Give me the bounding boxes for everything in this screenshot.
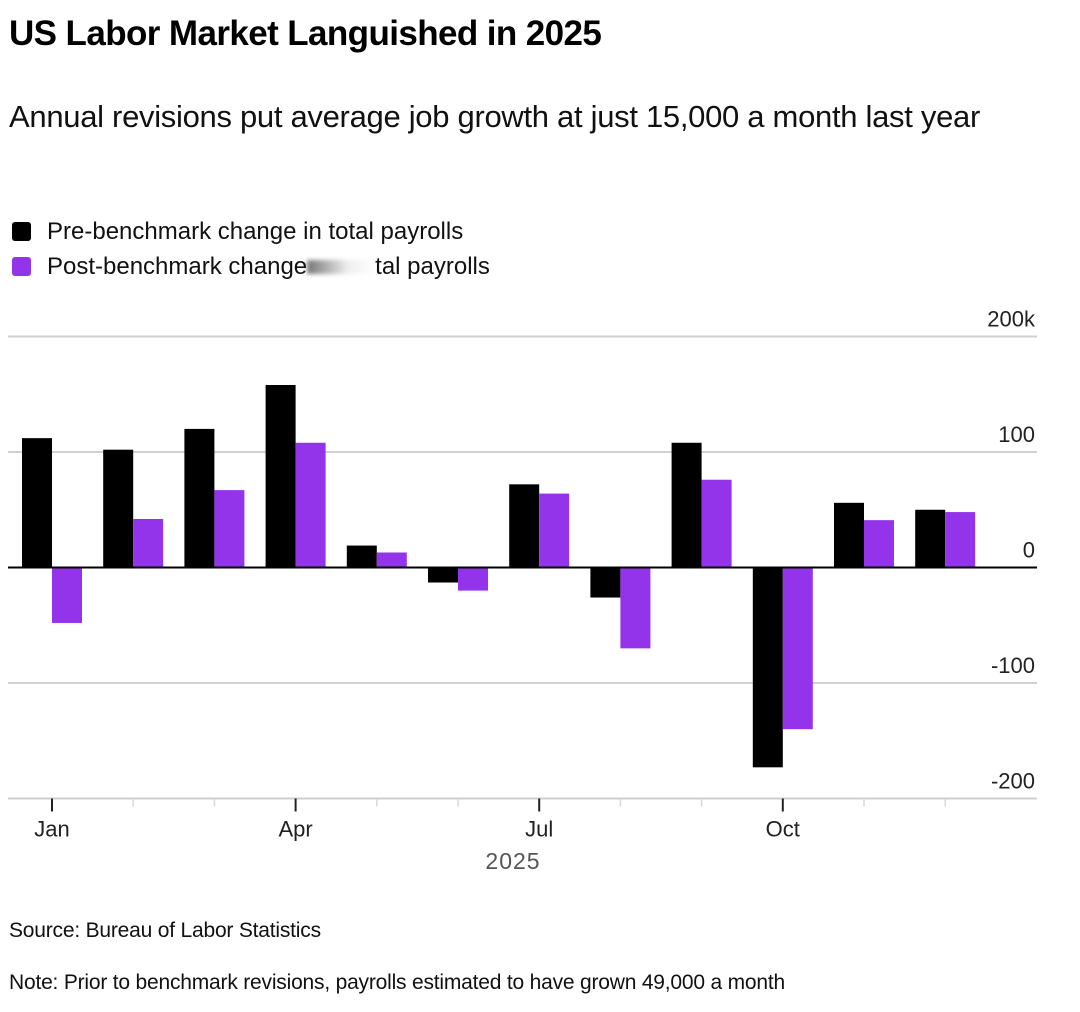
source-note: Source: Bureau of Labor Statistics xyxy=(9,919,321,942)
chart-subtitle: Annual revisions put average job growth … xyxy=(9,99,980,134)
bar-pre-sep xyxy=(671,442,702,568)
legend-item-post-benchmark: Post-benchmark change tal payrolls xyxy=(12,249,490,284)
y-tick-label: 200k xyxy=(987,307,1036,332)
chart-title: US Labor Market Languished in 2025 xyxy=(9,14,602,53)
bar-post-dec xyxy=(945,512,976,568)
legend-item-pre-benchmark: Pre-benchmark change in total payrolls xyxy=(12,214,490,249)
bar-pre-apr xyxy=(265,385,296,568)
bar-post-sep xyxy=(701,479,732,568)
bar-post-apr xyxy=(295,442,326,568)
footnote: Note: Prior to benchmark revisions, payr… xyxy=(9,971,785,994)
y-tick-labels: 200k 100 0 -100 -200 xyxy=(987,307,1036,794)
x-tick-label: Jan xyxy=(34,817,69,842)
bar-post-jan xyxy=(52,567,82,623)
x-tick-label: Apr xyxy=(278,817,312,842)
x-axis: Jan Apr Jul Oct xyxy=(8,797,1037,842)
legend-swatch-pre-benchmark xyxy=(12,222,31,241)
y-tick-label: -200 xyxy=(991,769,1035,794)
bar-pre-aug xyxy=(590,567,621,598)
bar-post-jun xyxy=(458,567,488,591)
bar-pre-feb xyxy=(103,449,134,568)
bar-post-feb xyxy=(133,518,164,568)
y-tick-label: -100 xyxy=(991,653,1035,678)
x-tick-label: Oct xyxy=(766,817,800,842)
legend-label-post-benchmark-end: tal payrolls xyxy=(375,252,490,280)
bar-chart: 200k 100 0 -100 -200 Jan Apr Jul Oct 2025 xyxy=(8,307,1037,874)
bar-pre-jan xyxy=(22,438,52,568)
bar-post-nov xyxy=(864,520,894,568)
bar-post-mar xyxy=(214,490,245,568)
x-axis-label: 2025 xyxy=(485,848,540,874)
legend-blur-mask xyxy=(307,259,376,274)
bar-pre-nov xyxy=(834,502,864,568)
legend-label-pre-benchmark: Pre-benchmark change in total payrolls xyxy=(47,217,464,245)
bar-pre-jul xyxy=(509,484,540,568)
y-tick-label: 0 xyxy=(1023,538,1035,563)
legend: Pre-benchmark change in total payrolls P… xyxy=(12,214,490,284)
bar-pre-oct xyxy=(752,567,783,768)
bars xyxy=(22,385,976,768)
bar-post-may xyxy=(376,552,407,568)
bar-pre-mar xyxy=(184,428,215,568)
bar-pre-dec xyxy=(915,509,946,568)
bar-post-aug xyxy=(620,567,651,649)
bar-post-oct xyxy=(782,567,813,730)
legend-label-post-benchmark-start: Post-benchmark change xyxy=(47,252,308,280)
x-tick-label: Jul xyxy=(525,817,553,842)
bar-pre-jun xyxy=(428,567,458,583)
bar-post-jul xyxy=(539,493,570,568)
legend-swatch-post-benchmark xyxy=(12,257,31,276)
y-tick-label: 100 xyxy=(998,422,1035,447)
bar-pre-may xyxy=(346,545,377,568)
